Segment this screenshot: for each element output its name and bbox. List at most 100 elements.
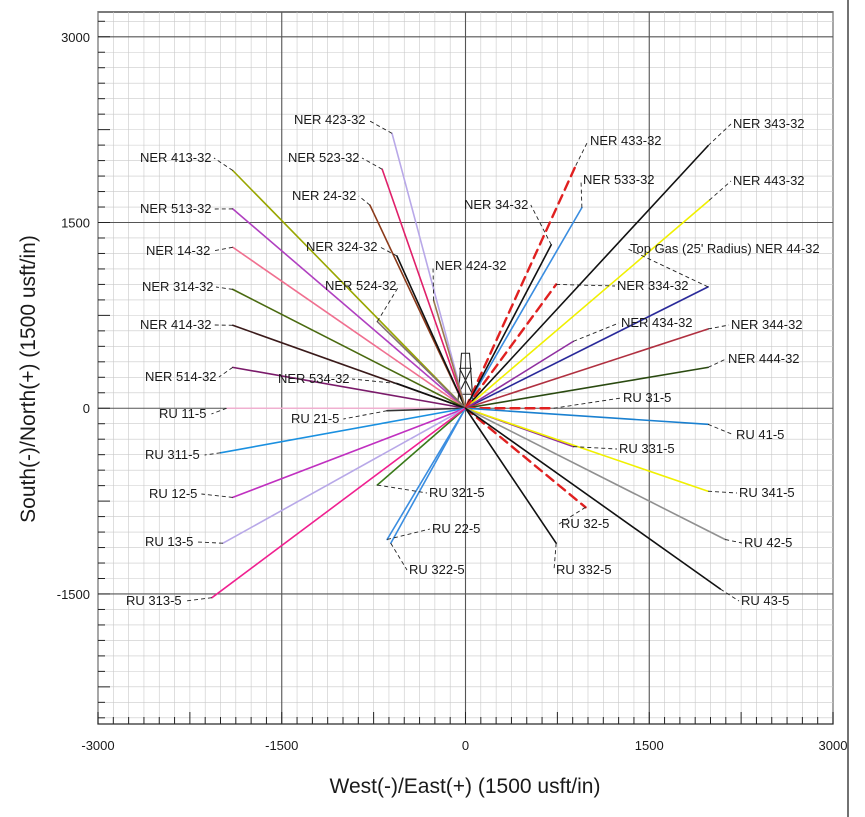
x-axis-title: West(-)/East(+) (1500 usft/in)	[330, 775, 601, 798]
well-path	[386, 407, 467, 541]
well-path	[219, 407, 467, 454]
well-label: NER 343-32	[733, 116, 805, 131]
well-label: RU 341-5	[739, 485, 795, 500]
label-leader-line	[580, 179, 583, 208]
label-leader-line	[558, 506, 586, 525]
well-path	[376, 320, 467, 410]
x-tick-label: -1500	[265, 738, 298, 753]
well-label: NER 413-32	[140, 150, 212, 165]
well-path	[464, 340, 575, 410]
well-path	[389, 407, 467, 545]
y-axis-title: South(-)/North(+) (1500 usft/in)	[17, 235, 40, 523]
well-path	[464, 407, 557, 545]
well-label: NER 14-32	[146, 243, 210, 258]
well-label: RU 332-5	[556, 562, 612, 577]
label-leader-line	[185, 597, 212, 602]
well-path	[464, 164, 577, 410]
label-leader-line	[725, 539, 743, 544]
well-path	[222, 407, 467, 545]
well-label: NER 513-32	[140, 201, 212, 216]
x-tick-label: 1500	[635, 738, 664, 753]
well-label: RU 42-5	[744, 535, 792, 550]
well-path	[464, 407, 709, 493]
well-path	[464, 366, 709, 410]
x-tick-label: -3000	[81, 738, 114, 753]
label-leader-line	[627, 248, 709, 288]
well-path	[464, 144, 709, 410]
well-path	[231, 169, 467, 410]
label-leader-line	[361, 157, 383, 170]
label-leader-line	[530, 204, 552, 245]
well-label: NER 523-32	[288, 150, 360, 165]
well-label: RU 41-5	[736, 427, 784, 442]
label-leader-line	[204, 452, 221, 456]
well-label: NER 533-32	[583, 172, 655, 187]
well-path	[464, 243, 553, 410]
well-path	[432, 299, 467, 410]
label-leader-line	[351, 378, 397, 384]
well-label: RU 31-5	[623, 390, 671, 405]
well-path	[386, 407, 467, 412]
axis-layer: -3000 -1500 0 1500 3000 3000 1500 0 -1500	[57, 20, 847, 753]
well-label: RU 331-5	[619, 441, 675, 456]
well-label: NER 444-32	[728, 351, 800, 366]
well-label: NER 414-32	[140, 317, 212, 332]
label-leader-line	[358, 195, 371, 206]
well-label: NER 443-32	[733, 173, 805, 188]
well-path	[231, 366, 467, 410]
well-label: NER 24-32	[292, 188, 356, 203]
well-path	[391, 132, 467, 410]
well-label: RU 321-5	[429, 485, 485, 500]
well-label: NER 344-32	[731, 317, 803, 332]
label-leader-line	[573, 322, 620, 342]
well-label: RU 322-5	[409, 562, 465, 577]
label-leader-line	[573, 446, 618, 450]
well-path	[231, 407, 467, 499]
label-leader-line	[386, 528, 431, 540]
label-leader-line	[707, 358, 727, 368]
label-leader-line	[379, 246, 398, 257]
well-label: Top Gas (25' Radius) NER 44-32	[630, 241, 820, 256]
well-label: NER 34-32	[464, 197, 528, 212]
well-path	[464, 407, 709, 426]
well-path	[396, 382, 467, 410]
label-leader-line	[197, 541, 223, 544]
well-path	[231, 208, 467, 410]
y-tick-label: -1500	[57, 587, 90, 602]
well-label: NER 314-32	[142, 279, 214, 294]
well-label: RU 11-5	[159, 406, 206, 421]
well-path	[231, 246, 467, 410]
well-label: NER 324-32	[306, 239, 378, 254]
well-label: NER 534-32	[278, 371, 350, 386]
label-leader-line	[218, 367, 234, 378]
label-leader-line	[708, 180, 732, 201]
well-path	[376, 407, 467, 486]
drilling-rig-symbol	[456, 352, 475, 409]
label-leader-line	[390, 542, 408, 571]
label-leader-line	[707, 324, 730, 330]
label-leader-line	[556, 283, 616, 287]
well-label: NER 423-32	[294, 112, 366, 127]
well-label: RU 13-5	[145, 534, 193, 549]
well-label: NER 514-32	[145, 369, 217, 384]
label-leader-line	[211, 407, 227, 415]
well-path	[464, 407, 587, 509]
y-tick-label: 0	[83, 401, 90, 416]
well-path	[396, 255, 467, 410]
well-label: RU 43-5	[741, 593, 789, 608]
label-leader-line	[553, 543, 557, 571]
well-label: RU 311-5	[145, 447, 200, 462]
well-path	[464, 407, 722, 590]
well-path	[231, 288, 467, 410]
well-path	[211, 407, 467, 599]
label-leader-line	[377, 484, 428, 494]
well-label: NER 434-32	[621, 315, 693, 330]
well-path	[464, 407, 727, 541]
y-tick-label: 1500	[61, 216, 90, 231]
well-path	[464, 328, 709, 410]
well-path	[464, 199, 711, 410]
label-leader-line	[720, 588, 740, 602]
x-tick-label: 0	[462, 738, 469, 753]
